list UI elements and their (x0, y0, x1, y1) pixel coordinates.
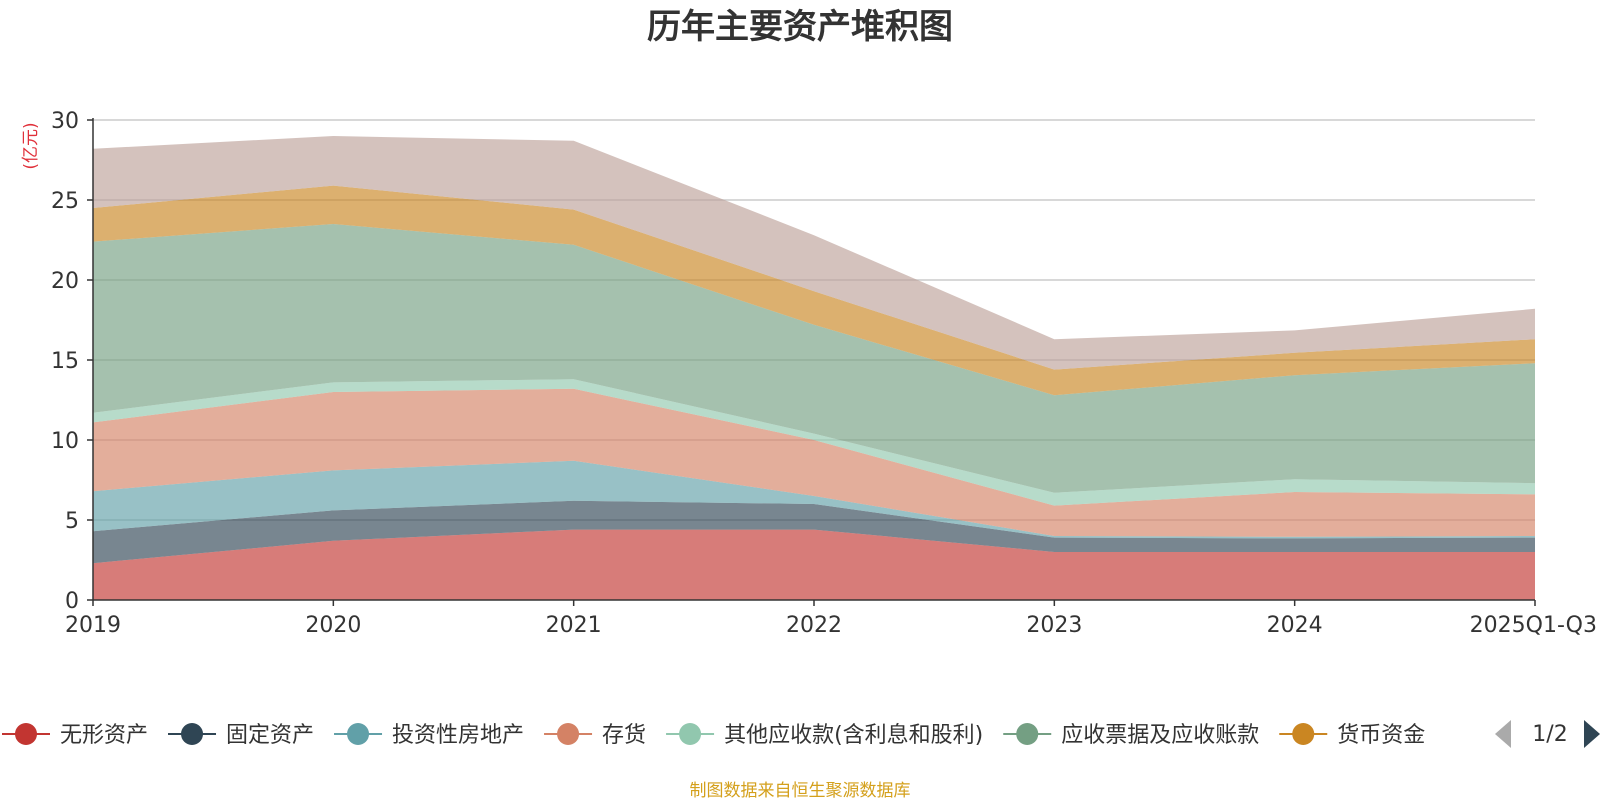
area-series-3[interactable] (93, 388, 1535, 537)
chart-title: 历年主要资产堆积图 (647, 7, 953, 47)
legend-label-4: 其他应收款(含利息和股利) (724, 723, 983, 748)
area-series-2[interactable] (93, 460, 1535, 539)
legend-page-label: 1/2 (1532, 722, 1567, 747)
y-tick-label-5: 25 (51, 189, 79, 214)
legend-item-4[interactable]: 其他应收款(含利息和股利) (666, 723, 983, 748)
legend-pager[interactable]: 1/2 (1495, 720, 1600, 748)
x-tick-label-3: 2022 (786, 613, 842, 638)
legend-marker-4 (679, 723, 702, 745)
area-series-1[interactable] (93, 500, 1535, 564)
legend-marker-2 (347, 723, 370, 745)
legend-label-0: 无形资产 (60, 723, 148, 748)
area-series-group[interactable] (93, 136, 1535, 600)
legend-marker-1 (181, 723, 204, 745)
area-series-6[interactable] (93, 185, 1535, 396)
legend-item-6[interactable]: 货币资金 (1279, 723, 1425, 748)
legend-item-5[interactable]: 应收票据及应收账款 (1003, 723, 1259, 748)
legend-marker-5 (1016, 723, 1039, 745)
legend-label-1: 固定资产 (226, 723, 314, 748)
area-series-0[interactable] (93, 529, 1535, 600)
legend-next-page-icon[interactable] (1584, 720, 1600, 748)
x-tick-label-5: 2024 (1267, 613, 1323, 638)
y-tick-label-6: 30 (51, 109, 79, 134)
x-tick-label-4: 2023 (1026, 613, 1082, 638)
legend-label-5: 应收票据及应收账款 (1061, 723, 1259, 748)
legend-item-3[interactable]: 存货 (544, 723, 646, 748)
y-axis-unit: (亿元) (21, 122, 41, 169)
x-tick-label-6: 2025Q1-Q3 (1470, 613, 1597, 638)
legend-prev-page-icon[interactable] (1495, 720, 1511, 748)
y-tick-label-0: 0 (65, 589, 79, 614)
legend-marker-3 (557, 723, 580, 745)
legend-marker-0 (15, 723, 37, 745)
y-tick-label-3: 15 (51, 349, 79, 374)
y-tick-label-2: 10 (51, 429, 79, 454)
data-source-note: 制图数据来自恒生聚源数据库 (689, 781, 911, 801)
legend-item-2[interactable]: 投资性房地产 (334, 723, 524, 748)
legend-marker-6 (1292, 723, 1315, 745)
legend[interactable]: 无形资产 固定资产 投资性房地产 存货 其他应收款(含利息和股利) 应收票据及应收账款 货币… (2, 723, 1425, 748)
legend-label-2: 投资性房地产 (392, 723, 524, 748)
legend-item-0[interactable]: 无形资产 (2, 723, 148, 748)
y-tick-label-4: 20 (51, 269, 79, 294)
y-tick-label-1: 5 (65, 509, 79, 534)
legend-label-6: 货币资金 (1337, 723, 1425, 748)
x-tick-label-1: 2020 (305, 613, 361, 638)
axes: 0 5 10 15 20 25 30 2019 2020 2021 2022 2023 2024 2025… (51, 109, 1597, 638)
legend-label-3: 存货 (602, 723, 646, 748)
area-series-5[interactable] (93, 224, 1535, 493)
x-tick-label-2: 2021 (546, 613, 602, 638)
area-series-7[interactable] (93, 136, 1535, 370)
legend-item-1[interactable]: 固定资产 (168, 723, 314, 748)
x-tick-label-0: 2019 (65, 613, 121, 638)
